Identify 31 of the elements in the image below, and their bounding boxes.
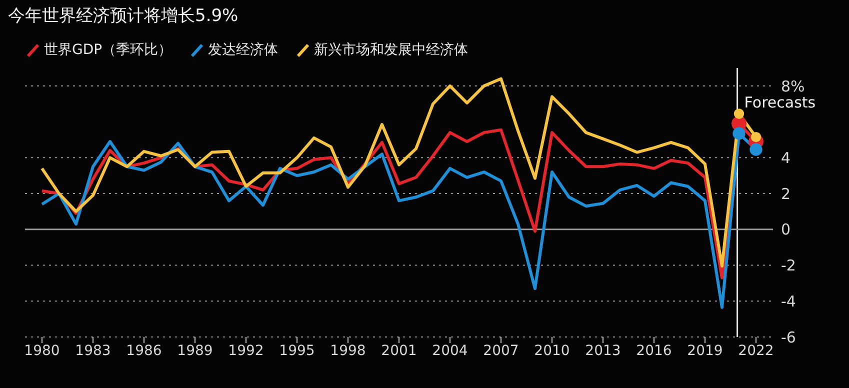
y-tick-label: 0: [781, 220, 791, 239]
x-tick-label: 1992: [228, 342, 264, 359]
y-tick-label: 2: [781, 184, 791, 203]
point: [732, 127, 746, 140]
x-tick-label: 1980: [24, 342, 60, 359]
legend-label: 新兴市场和发展中经济体: [314, 41, 468, 59]
x-tick-label: 2013: [585, 342, 621, 359]
y-tick-label: -4: [781, 292, 796, 310]
chart-title: 今年世界经济预计将增长5.9%: [8, 5, 240, 27]
x-tick-label: 2004: [432, 342, 468, 359]
x-tick-label: 1986: [126, 342, 162, 359]
ref-line-label: Forecasts: [744, 94, 816, 112]
legend-label: 世界GDP（季环比）: [44, 41, 172, 59]
x-tick-label: 2019: [687, 342, 723, 359]
x-tick-label: 1983: [75, 342, 111, 359]
point: [750, 132, 762, 142]
x-tick-label: 2022: [738, 342, 774, 359]
legend-label: 发达经济体: [208, 41, 278, 59]
y-tick-label: 4: [781, 148, 791, 167]
x-tick-label: 2016: [636, 342, 672, 359]
x-tick-label: 2007: [483, 342, 519, 359]
x-tick-label: 2001: [381, 342, 417, 359]
x-tick-label: 2010: [534, 342, 570, 359]
x-tick-label: 1998: [330, 342, 366, 359]
y-tick-label: 8%: [781, 77, 805, 96]
point: [734, 108, 744, 119]
x-tick-label: 1989: [177, 342, 213, 359]
y-tick-label: -2: [781, 256, 796, 275]
point: [750, 143, 762, 156]
y-tick-label: -6: [781, 328, 796, 346]
x-tick-label: 1995: [279, 342, 315, 359]
